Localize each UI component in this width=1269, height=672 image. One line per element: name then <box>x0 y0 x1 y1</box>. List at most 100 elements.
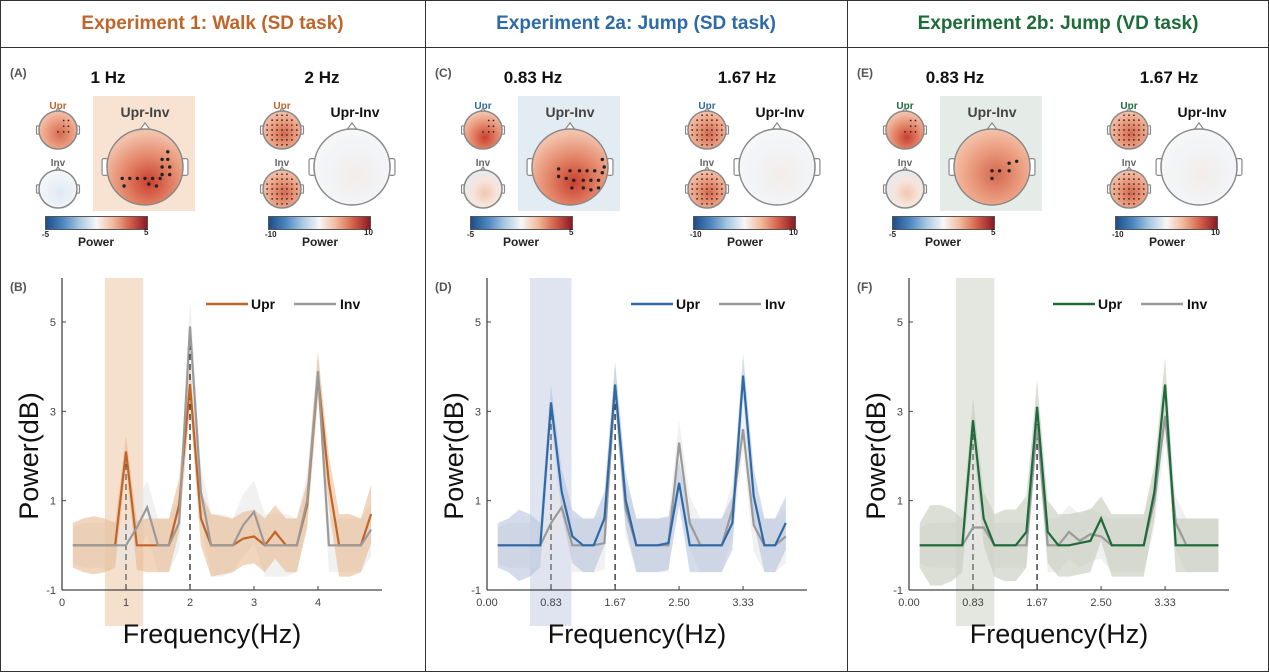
upr-topomap-2 <box>1106 106 1152 150</box>
electrode-dot <box>271 129 273 131</box>
upr-topomap-1 <box>460 106 506 150</box>
electrode-dot <box>596 186 601 190</box>
inv-label: Inv <box>1121 158 1137 169</box>
x-tick-label: 2.50 <box>1090 597 1111 609</box>
electrode-dot <box>291 183 293 185</box>
frequency-title: 1.67 Hz <box>1139 68 1199 87</box>
legend-upr-label: Upr <box>676 296 701 312</box>
electrode-dot <box>160 165 164 169</box>
electrode-dot <box>1123 178 1125 180</box>
electrode-dot <box>492 125 495 128</box>
electrode-dot <box>291 193 293 195</box>
diff-topomap-2 <box>1155 121 1243 206</box>
electrode-dot <box>1138 178 1140 180</box>
electrode-dot <box>556 167 561 171</box>
electrode-dot <box>276 134 278 136</box>
electrode-dot <box>706 129 708 131</box>
electrode-dot <box>1128 124 1130 126</box>
electrode-dot <box>1128 114 1130 117</box>
electrode-dot <box>1118 134 1120 136</box>
electrode-dot <box>716 134 718 136</box>
electrode-dot <box>1113 134 1116 136</box>
electrode-dot <box>291 124 293 126</box>
diff-label: Upr-Inv <box>755 104 805 120</box>
inv-label: Inv <box>50 158 66 169</box>
electrode-dot <box>716 129 718 131</box>
electrode-dot <box>696 183 698 185</box>
header-divider <box>0 47 1269 48</box>
electrode-dot <box>691 124 694 126</box>
y-tick-label: 1 <box>475 496 481 508</box>
electrode-dot <box>706 183 708 185</box>
electrode-dot <box>1123 202 1125 205</box>
upr-label: Upr <box>896 101 914 112</box>
colorbar-max: 10 <box>364 228 373 237</box>
electrode-dot <box>701 134 703 136</box>
electrode-dot <box>1118 188 1120 190</box>
electrode-dot <box>592 169 597 173</box>
electrode-dot <box>487 131 490 133</box>
electrode-dot <box>701 198 703 200</box>
electrode-dot <box>281 139 283 141</box>
electrode-dot <box>271 198 273 200</box>
electrode-dot <box>1123 139 1125 141</box>
frequency-highlight-band <box>530 278 572 626</box>
electrode-dot <box>295 129 298 131</box>
electrode-dot <box>276 202 278 205</box>
electrode-dot <box>1138 193 1140 195</box>
electrode-dot <box>271 134 273 136</box>
electrode-dot <box>706 193 708 195</box>
electrode-dot <box>1128 188 1130 190</box>
electrode-dot <box>1142 188 1145 190</box>
inv-label: Inv <box>274 158 290 169</box>
topo-panel-label: (A) <box>10 66 27 80</box>
colorbar-title: Power <box>1148 235 1185 249</box>
colorbar-title: Power <box>77 235 114 249</box>
electrode-dot <box>1118 119 1120 121</box>
colorbar-min: -10 <box>690 230 702 239</box>
electrode-dot <box>691 188 694 190</box>
electrode-dot <box>909 125 912 128</box>
upr-error-band <box>72 353 372 577</box>
electrode-dot <box>914 119 917 122</box>
electrode-dot <box>158 176 162 181</box>
x-axis-label: Frequency(Hz) <box>123 619 302 649</box>
x-tick-label: 2 <box>187 597 193 609</box>
electrode-dot <box>589 188 593 192</box>
electrode-dot <box>276 114 278 117</box>
electrode-dot <box>1138 198 1140 200</box>
scalp <box>953 128 1031 206</box>
colorbar-title: Power <box>726 235 763 249</box>
electrode-dot <box>1133 193 1135 195</box>
electrode-dot <box>691 193 694 195</box>
electrode-dot <box>67 125 70 128</box>
experiment-column: Experiment 1: Walk (SD task) (A) 1 Hz Up… <box>0 0 425 672</box>
legend-inv-label: Inv <box>340 296 360 312</box>
diff-topomap-1 <box>948 121 1036 206</box>
electrode-dot <box>295 183 298 185</box>
electrode-dot <box>1133 183 1135 185</box>
electrode-dot <box>711 188 713 190</box>
electrode-dot <box>1123 193 1125 195</box>
electrode-dot <box>1118 198 1120 200</box>
electrode-dot <box>711 129 713 131</box>
colorbar-title: Power <box>924 235 961 249</box>
scalp <box>38 110 78 150</box>
upr-label: Upr <box>273 101 291 112</box>
electrode-dot <box>914 125 917 128</box>
electrode-dot <box>286 178 288 180</box>
electrode-dot <box>696 134 698 136</box>
electrode-dot <box>291 188 293 190</box>
diff-topomap-1 <box>526 121 614 206</box>
electrode-dot <box>1128 202 1130 205</box>
electrode-dot <box>291 178 293 180</box>
electrode-dot <box>711 183 713 185</box>
electrode-dot <box>167 165 172 169</box>
colorbar-min: -10 <box>265 230 277 239</box>
scalp <box>738 128 816 206</box>
experiment-column: Experiment 2a: Jump (SD task) (C) 0.83 H… <box>425 0 847 672</box>
topo-panel-label: (C) <box>435 66 452 80</box>
colorbar <box>268 216 371 230</box>
electrode-dot <box>154 184 159 188</box>
electrode-dot <box>716 198 718 200</box>
